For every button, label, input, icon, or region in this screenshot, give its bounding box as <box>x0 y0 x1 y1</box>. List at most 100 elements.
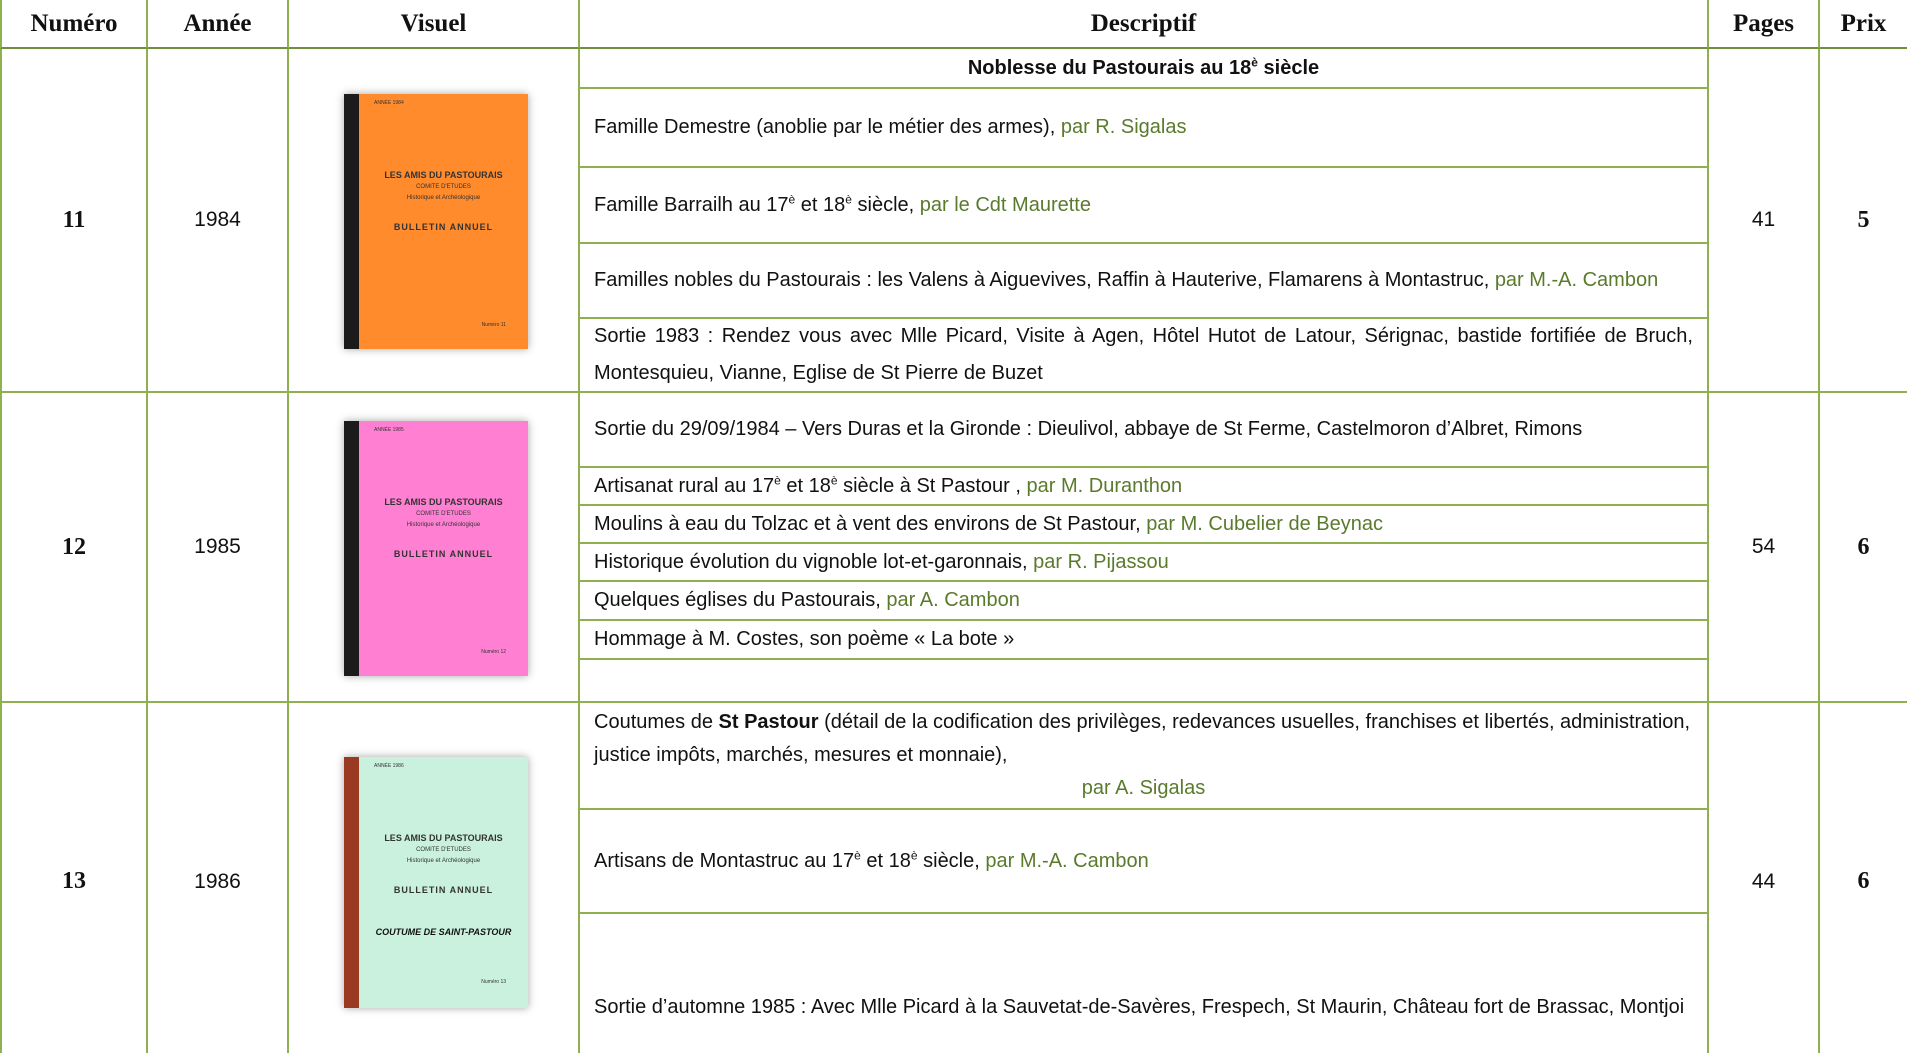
pages: 54 <box>1751 535 1776 558</box>
cover-text: COMITE D'ETUDES <box>416 510 471 517</box>
author: par A. Cambon <box>886 589 1020 611</box>
text: et 18 <box>795 193 846 216</box>
cover-text: LES AMIS DU PASTOURAIS <box>384 169 503 180</box>
text: Famille Barrailh au 17 <box>594 193 789 216</box>
year-cell: 1985 <box>148 393 289 703</box>
header-cell: Visuel <box>289 0 580 49</box>
description: Noblesse du Pastourais au 18è siècle <box>594 50 1693 87</box>
cover: ANNÉE 1986 LES AMIS DU PASTOURAIS COMITE D… <box>344 757 528 1008</box>
description-cell: Moulins à eau du Tolzac et à vent des en… <box>580 506 1709 544</box>
visual-cell: ANNÉE 1985 LES AMIS DU PASTOURAIS COMITE D… <box>289 393 580 703</box>
author: par R. Pijassou <box>1033 550 1169 573</box>
description: Famille Demestre (anoblie par le métier … <box>594 109 1693 146</box>
cover-text: BULLETIN ANNUEL <box>393 548 494 559</box>
price-cell: 5 <box>1820 49 1907 393</box>
year: 1986 <box>194 869 241 893</box>
text: Coutumes de <box>594 711 719 733</box>
header-text: Année <box>183 9 252 37</box>
description-cell: Sortie du 29/09/1984 – Vers Duras et la … <box>580 393 1709 468</box>
header-cell: Prix <box>1820 0 1907 49</box>
author: par M. Cubelier de Beynac <box>1146 512 1383 535</box>
number-cell: 12 <box>0 393 148 703</box>
bold-text: St Pastour <box>718 711 819 733</box>
superscript: è <box>910 847 918 862</box>
description-cell: Noblesse du Pastourais au 18è siècle <box>580 49 1709 89</box>
text: et 18 <box>780 474 831 497</box>
pages: 41 <box>1751 208 1776 231</box>
price: 5 <box>1857 206 1870 233</box>
description: Quelques églises du Pastourais, par A. C… <box>594 582 1693 619</box>
author: par le Cdt Maurette <box>919 193 1091 216</box>
description-cell: Sortie 1983 : Rendez vous avec Mlle Pica… <box>580 319 1709 393</box>
text: Sortie 1983 : Rendez vous avec Mlle Pica… <box>594 325 1693 384</box>
description: Sortie d’automne 1985 : Avec Mlle Picard… <box>594 949 1693 1026</box>
price-cell: 6 <box>1820 703 1907 1053</box>
text: Artisanat rural au 17 <box>594 474 775 497</box>
author: par M.-A. Cambon <box>1494 269 1659 291</box>
text: siècle <box>1257 56 1320 79</box>
description-cell: Historique évolution du vignoble lot-et-… <box>580 544 1709 582</box>
superscript: è <box>854 847 861 862</box>
pages-cell: 44 <box>1709 703 1820 1053</box>
number: 13 <box>62 868 86 894</box>
year-cell: 1986 <box>148 703 289 1053</box>
description-cell: Sortie d’automne 1985 : Avec Mlle Picard… <box>580 914 1709 1053</box>
text: Artisans de Montastruc au 17 <box>594 849 855 872</box>
superscript: è <box>1251 54 1258 69</box>
text: et 18 <box>860 849 911 872</box>
description: Sortie 1983 : Rendez vous avec Mlle Pica… <box>594 318 1693 392</box>
year: 1985 <box>194 535 241 558</box>
price: 6 <box>1857 533 1870 560</box>
cover-text: COMITE D'ETUDES <box>416 847 471 853</box>
pages-cell: 54 <box>1709 393 1820 703</box>
text: Sortie d’automne 1985 : Avec Mlle Picard… <box>594 995 1685 1018</box>
description: Sortie du 29/09/1984 – Vers Duras et la … <box>594 411 1693 448</box>
text: siècle, <box>917 849 986 872</box>
cover-text: Numéro 12 <box>481 648 506 655</box>
cover-text: Historique et Archéologique <box>406 521 481 528</box>
year: 1984 <box>194 208 241 231</box>
cover-spine <box>344 93 359 349</box>
text: siècle à St Pastour , <box>837 474 1027 497</box>
description: Coutumes de St Pastour (détail de la cod… <box>594 706 1693 805</box>
text: (détail de la codification des privilège… <box>594 711 1691 766</box>
visual-cell: ANNÉE 1984 LES AMIS DU PASTOURAIS COMITE D… <box>289 49 580 393</box>
description: Artisanat rural au 17è et 18è siècle à S… <box>594 468 1693 505</box>
cover-text: ANNÉE 1985 <box>374 426 404 433</box>
author: par A. Sigalas <box>1081 777 1206 799</box>
header-text: Pages <box>1732 9 1795 37</box>
superscript: è <box>830 472 838 487</box>
pages-cell: 41 <box>1709 49 1820 393</box>
superscript: è <box>845 191 852 206</box>
cover-spine <box>344 420 359 676</box>
cover-text: Numéro 11 <box>481 321 506 328</box>
superscript: è <box>788 191 796 206</box>
text: Sortie du 29/09/1984 – Vers Duras et la … <box>594 418 1583 440</box>
author: par R. Sigalas <box>1060 116 1187 138</box>
cover-text: Numéro 13 <box>481 979 506 985</box>
header-cell: Année <box>148 0 289 49</box>
cover-text: BULLETIN ANNUEL <box>393 885 494 895</box>
cover-spine <box>344 757 359 1008</box>
cover-text: ANNÉE 1986 <box>374 763 404 769</box>
description: Familles nobles du Pastourais : les Vale… <box>594 262 1693 299</box>
text: Familles nobles du Pastourais : les Vale… <box>594 269 1495 291</box>
header-cell: Numéro <box>0 0 148 49</box>
cover-text: COUTUME DE SAINT-PASTOUR <box>375 927 512 937</box>
year-cell: 1984 <box>148 49 289 393</box>
cover-text: COMITE D'ETUDES <box>416 183 471 190</box>
description: Hommage à M. Costes, son poème « La bote… <box>594 621 1693 658</box>
description-cell: Quelques églises du Pastourais, par A. C… <box>580 582 1709 621</box>
pages: 44 <box>1751 869 1776 893</box>
description-cell <box>580 660 1709 703</box>
description-cell: Coutumes de St Pastour (détail de la cod… <box>580 703 1709 810</box>
header-text: Numéro <box>30 9 118 37</box>
author: par M. Duranthon <box>1026 474 1183 497</box>
cover: ANNÉE 1984 LES AMIS DU PASTOURAIS COMITE D… <box>344 93 528 349</box>
price: 6 <box>1857 868 1870 894</box>
text: Hommage à M. Costes, son poème « La bote… <box>594 628 1015 650</box>
header-text: Prix <box>1840 9 1887 37</box>
header-cell: Descriptif <box>580 0 1709 49</box>
